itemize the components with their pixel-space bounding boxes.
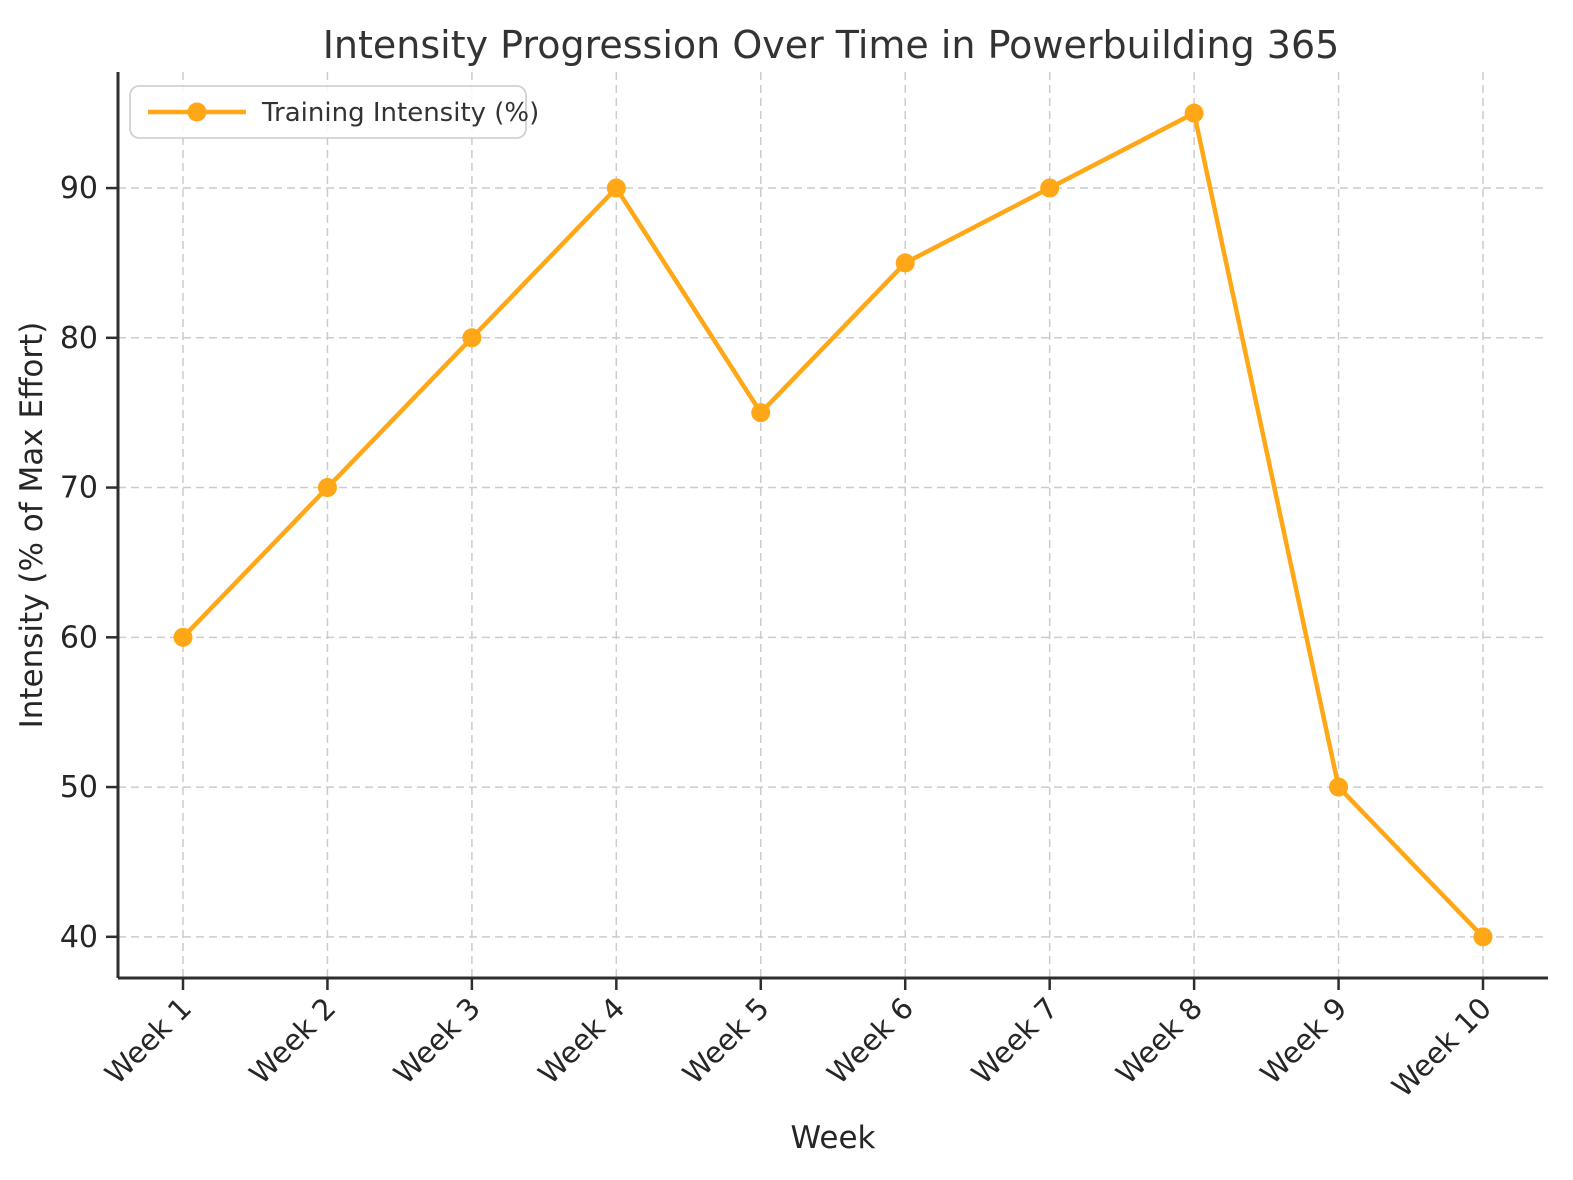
y-tick-label: 40 bbox=[60, 920, 98, 955]
data-point bbox=[751, 403, 771, 423]
x-tick-label: Week 7 bbox=[965, 991, 1065, 1091]
data-point bbox=[1473, 927, 1493, 947]
series-line bbox=[181, 110, 1485, 939]
x-tick-label: Week 1 bbox=[98, 991, 198, 1091]
data-point bbox=[606, 178, 626, 198]
y-axis-label: Intensity (% of Max Effort) bbox=[14, 322, 50, 729]
data-point bbox=[1329, 777, 1349, 797]
x-tick-label: Week 5 bbox=[676, 991, 776, 1091]
x-tick-label: Week 4 bbox=[531, 991, 631, 1091]
y-tick-label: 60 bbox=[60, 620, 98, 655]
data-point bbox=[895, 253, 915, 273]
legend-label: Training Intensity (%) bbox=[261, 98, 539, 128]
x-tick-label: Week 6 bbox=[820, 991, 920, 1091]
x-tick-label: Week 10 bbox=[1385, 991, 1498, 1104]
data-point bbox=[317, 478, 337, 498]
data-series bbox=[173, 103, 1493, 947]
legend-box bbox=[129, 85, 527, 139]
legend-marker-icon bbox=[187, 102, 207, 122]
data-point bbox=[173, 627, 193, 647]
y-tick-label: 90 bbox=[60, 171, 98, 206]
x-tick-label: Week 8 bbox=[1109, 991, 1209, 1091]
gridlines bbox=[118, 72, 1548, 978]
x-axis-label: Week bbox=[791, 1120, 876, 1156]
chart-title: Intensity Progression Over Time in Power… bbox=[323, 23, 1340, 67]
data-point bbox=[462, 328, 482, 348]
x-tick-label: Week 2 bbox=[243, 991, 343, 1091]
legend: Training Intensity (%) bbox=[129, 85, 539, 139]
y-tick-label: 70 bbox=[60, 471, 98, 506]
y-tick-label: 50 bbox=[60, 770, 98, 805]
data-point bbox=[1184, 103, 1204, 123]
y-tick-label: 80 bbox=[60, 321, 98, 356]
data-point bbox=[1040, 178, 1060, 198]
axes bbox=[116, 72, 1548, 980]
x-tick-label: Week 9 bbox=[1254, 991, 1354, 1091]
x-tick-label: Week 3 bbox=[387, 991, 487, 1091]
